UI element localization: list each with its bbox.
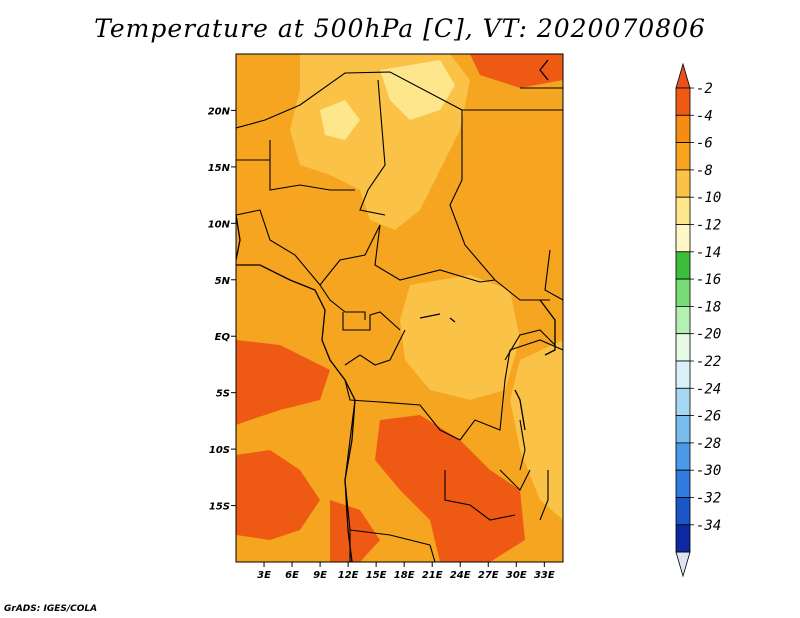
- colorbar-label: -32: [696, 491, 721, 507]
- lon-tick-label: 15E: [366, 570, 387, 581]
- colorbar-swatch: [675, 224, 691, 253]
- lat-tick-label: EQ: [215, 332, 231, 343]
- colorbar-label: -8: [696, 163, 713, 179]
- map-title: Temperature at 500hPa [C], VT: 202007080…: [94, 14, 706, 43]
- region-cold-niger: [320, 100, 360, 140]
- region-cool-congo: [400, 275, 520, 400]
- lat-tick-label: 15S: [209, 502, 230, 513]
- colorbar-swatch: [675, 333, 691, 362]
- lon-tick-label: 12E: [338, 570, 359, 581]
- colorbar-label: -4: [696, 108, 713, 124]
- lon-tick-label: 30E: [506, 570, 527, 581]
- lat-tick-label: 5N: [215, 276, 231, 287]
- colorbar-swatch: [675, 278, 691, 307]
- lat-tick-label: 20N: [208, 106, 231, 117]
- colorbar-swatch: [675, 387, 691, 416]
- country-borders: [236, 71, 563, 562]
- lon-tick-label: 3E: [257, 570, 271, 581]
- region-cool-east: [510, 340, 563, 520]
- colorbar-swatch: [675, 196, 691, 225]
- colorbar-swatch: [675, 87, 691, 116]
- region-warm-angola-zambia: [375, 415, 525, 562]
- region-warm-gulf: [236, 340, 330, 425]
- colorbar-top-arrow: [675, 62, 691, 89]
- colorbar-bottom-arrow: [675, 551, 691, 578]
- colorbar-swatch: [675, 251, 691, 280]
- colorbar-label: -16: [696, 272, 721, 288]
- colorbar-label: -26: [696, 409, 721, 425]
- lon-tick-label: 18E: [394, 570, 415, 581]
- lon-tick-label: 24E: [450, 570, 471, 581]
- colorbar-swatch: [675, 360, 691, 389]
- colorbar-label: -22: [696, 354, 721, 370]
- colorbar-label: -18: [696, 299, 721, 315]
- colorbar-swatch: [675, 142, 691, 171]
- map-axes: 3E 6E 9E 12E 15E 18E 21E 24E 27E 30E 33E 20N 15N 10N 5…: [208, 106, 555, 581]
- lat-tick-label: 15N: [208, 163, 231, 174]
- colorbar-swatch: [675, 305, 691, 335]
- colorbar-label: -30: [696, 463, 721, 479]
- lon-tick-label: 21E: [422, 570, 443, 581]
- colorbar-label: -20: [696, 327, 721, 343]
- colorbar-label: -12: [696, 218, 721, 234]
- coastlines: [236, 59, 556, 562]
- colorbar-swatch: [675, 469, 691, 498]
- colorbar-label: -28: [696, 436, 721, 452]
- lat-tick-label: 10N: [208, 219, 231, 230]
- colorbar-swatch: [675, 169, 691, 198]
- colorbar: -2 -4 -6 -8 -10 -12 -14 -16 -18 -20 -22 -24 -26 -28 -3…: [675, 62, 721, 578]
- colorbar-swatch: [675, 114, 691, 144]
- colorbar-swatch: [675, 415, 691, 444]
- temperature-field: [236, 54, 563, 562]
- colorbar-swatch: [675, 497, 691, 526]
- grads-credit: GrADS: IGES/COLA: [4, 604, 98, 614]
- lat-tick-label: 10S: [209, 445, 230, 456]
- region-cold-libya: [380, 60, 455, 120]
- colorbar-label: -6: [696, 136, 713, 152]
- lon-tick-label: 33E: [534, 570, 555, 581]
- region-sudan: [470, 120, 563, 270]
- lon-tick-label: 27E: [478, 570, 499, 581]
- lon-tick-label: 6E: [285, 570, 299, 581]
- colorbar-label: -24: [696, 381, 721, 397]
- lon-tick-label: 9E: [313, 570, 327, 581]
- colorbar-label: -14: [696, 245, 721, 261]
- map-frame: [235, 53, 564, 563]
- region-warm-egypt: [470, 54, 563, 88]
- colorbar-label: -10: [696, 190, 721, 206]
- colorbar-label: -2: [696, 81, 713, 97]
- colorbar-label: -34: [696, 518, 721, 534]
- colorbar-swatch: [675, 524, 691, 553]
- colorbar-swatch: [675, 442, 691, 471]
- lat-tick-label: 5S: [216, 389, 230, 400]
- region-warm-atlantic: [236, 450, 320, 540]
